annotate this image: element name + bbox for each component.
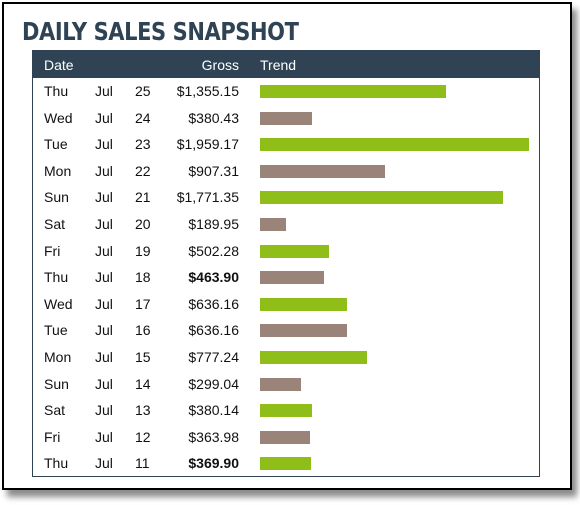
gross-cell: $380.43 [188, 109, 239, 126]
weekday-cell: Mon [44, 162, 72, 179]
month-cell: Jul [95, 349, 113, 365]
weekday-cell: Sat [44, 402, 66, 419]
month-cell: Jul [95, 455, 113, 472]
day-of-month-cell: 24 [135, 109, 151, 126]
weekday-cell: Fri [44, 242, 61, 259]
day-of-month-cell: 13 [135, 402, 151, 419]
table-row: Sat Jul 20 $189.95 [33, 211, 539, 238]
gross-cell: $380.14 [188, 402, 239, 419]
gross-cell: $636.16 [188, 322, 239, 339]
table-row: Tue Jul 23 $1,959.17 [33, 131, 539, 158]
gross-cell: $299.04 [188, 375, 239, 392]
table-row: Mon Jul 15 $777.24 [33, 344, 539, 371]
gross-cell: $369.90 [188, 455, 239, 472]
weekday-cell: Wed [44, 295, 73, 312]
trend-bar [260, 271, 324, 285]
trend-bar [260, 377, 301, 391]
day-of-month-cell: 22 [135, 162, 151, 179]
gross-cell: $1,771.35 [176, 189, 239, 206]
table-row: Mon Jul 22 $907.31 [33, 158, 539, 185]
trend-bar [260, 430, 310, 444]
table-row: Tue Jul 16 $636.16 [33, 317, 539, 344]
gross-cell: $1,355.15 [176, 83, 239, 99]
day-of-month-cell: 15 [135, 349, 151, 365]
trend-bar [260, 164, 385, 178]
month-cell: Jul [95, 162, 113, 179]
weekday-cell: Wed [44, 109, 73, 126]
month-cell: Jul [95, 269, 113, 286]
day-of-month-cell: 16 [135, 322, 151, 339]
page-title: DAILY SALES SNAPSHOT [22, 17, 299, 46]
day-of-month-cell: 14 [135, 375, 151, 392]
snapshot-panel: DAILY SALES SNAPSHOT Date Gross Trend Th… [2, 2, 572, 490]
table-row: Sun Jul 21 $1,771.35 [33, 184, 539, 211]
month-cell: Jul [95, 375, 113, 392]
month-cell: Jul [95, 189, 113, 206]
gross-cell: $189.95 [188, 216, 239, 232]
month-cell: Jul [95, 109, 113, 126]
table-row: Fri Jul 12 $363.98 [33, 424, 539, 451]
trend-bar [260, 351, 367, 364]
trend-bar [260, 297, 347, 311]
trend-bar [260, 404, 312, 418]
header-gross: Gross [201, 57, 239, 73]
month-cell: Jul [95, 322, 113, 339]
table-row: Sat Jul 13 $380.14 [33, 397, 539, 424]
weekday-cell: Mon [44, 349, 72, 365]
table-row: Thu Jul 11 $369.90 [33, 450, 539, 477]
table-row: Thu Jul 18 $463.90 [33, 264, 539, 291]
month-cell: Jul [95, 428, 113, 445]
trend-bar [260, 218, 286, 231]
day-of-month-cell: 12 [135, 428, 151, 445]
trend-bar [260, 85, 446, 98]
table-row: Fri Jul 19 $502.28 [33, 238, 539, 265]
trend-bar [260, 244, 329, 258]
gross-cell: $502.28 [188, 242, 239, 259]
day-of-month-cell: 21 [135, 189, 151, 206]
month-cell: Jul [95, 242, 113, 259]
gross-cell: $363.98 [188, 428, 239, 445]
table-row: Wed Jul 17 $636.16 [33, 291, 539, 318]
weekday-cell: Sat [44, 216, 66, 232]
trend-bar [260, 138, 529, 152]
gross-cell: $1,959.17 [176, 136, 239, 153]
weekday-cell: Thu [44, 269, 69, 286]
day-of-month-cell: 19 [135, 242, 151, 259]
month-cell: Jul [95, 83, 113, 99]
weekday-cell: Thu [44, 455, 69, 472]
weekday-cell: Fri [44, 428, 61, 445]
trend-bar [260, 324, 347, 338]
day-of-month-cell: 11 [135, 455, 150, 472]
month-cell: Jul [95, 216, 113, 232]
table-row: Wed Jul 24 $380.43 [33, 105, 539, 132]
gross-cell: $636.16 [188, 295, 239, 312]
sales-table: Date Gross Trend Thu Jul 25 $1,355.15 Wed Jul… [32, 50, 540, 477]
weekday-cell: Tue [44, 322, 68, 339]
gross-cell: $777.24 [188, 349, 239, 365]
day-of-month-cell: 23 [135, 136, 151, 153]
table-header: Date Gross Trend [33, 51, 539, 78]
day-of-month-cell: 18 [135, 269, 151, 286]
trend-bar [260, 111, 312, 125]
weekday-cell: Sun [44, 375, 69, 392]
day-of-month-cell: 25 [135, 83, 151, 99]
weekday-cell: Tue [44, 136, 68, 153]
table-row: Sun Jul 14 $299.04 [33, 371, 539, 398]
weekday-cell: Sun [44, 189, 69, 206]
trend-bar [260, 457, 311, 471]
trend-bar [260, 191, 503, 205]
header-trend: Trend [260, 57, 297, 73]
day-of-month-cell: 17 [135, 295, 151, 312]
month-cell: Jul [95, 136, 113, 153]
day-of-month-cell: 20 [135, 216, 151, 232]
gross-cell: $463.90 [188, 269, 239, 286]
gross-cell: $907.31 [188, 162, 239, 179]
table-row: Thu Jul 25 $1,355.15 [33, 78, 539, 105]
month-cell: Jul [95, 295, 113, 312]
month-cell: Jul [95, 402, 113, 419]
weekday-cell: Thu [44, 83, 69, 99]
header-date: Date [44, 57, 74, 73]
